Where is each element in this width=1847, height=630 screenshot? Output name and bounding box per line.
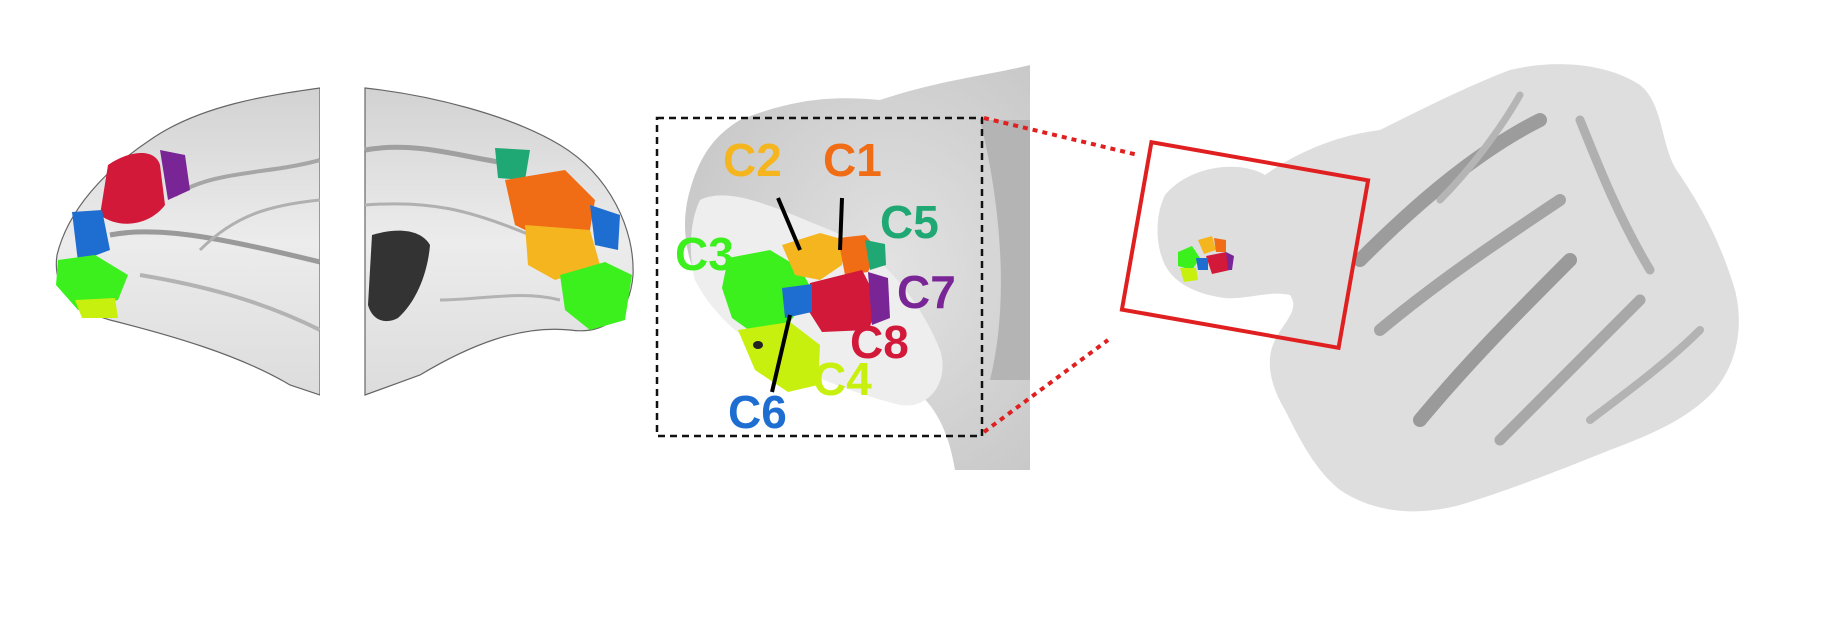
flat-map-callout-box — [1119, 139, 1371, 351]
connector-top — [983, 116, 1139, 157]
label-c8: C8 — [850, 316, 909, 368]
medial-c2-patch — [525, 225, 600, 280]
panel-gap — [320, 60, 362, 410]
flat-sulcus-6 — [1586, 326, 1704, 424]
label-c3: C3 — [675, 228, 734, 280]
medial-sulcus-2 — [364, 202, 531, 237]
flat-map — [1157, 64, 1739, 512]
medial-sulcus-3 — [439, 294, 561, 302]
zoom-c8-patch — [808, 270, 880, 332]
leader-c1 — [838, 197, 844, 251]
zoom-inset — [685, 65, 1030, 470]
left-hemisphere-lateral — [55, 87, 320, 396]
leader-c2 — [776, 197, 802, 251]
zoom-c6-patch — [782, 284, 812, 318]
flat-sulcus-7 — [1436, 91, 1524, 204]
label-c2: C2 — [723, 134, 782, 186]
flat-sulcus-3 — [1413, 253, 1577, 427]
flat-sulcus-5 — [1575, 115, 1655, 275]
medial-hemisphere-surface — [364, 87, 634, 396]
zoom-dark-dot — [753, 341, 763, 349]
medial-c1-patch — [505, 170, 595, 240]
inset-dashed-frame — [655, 116, 984, 438]
medial-c5-patch — [495, 148, 530, 180]
flat-c1-patch — [1214, 238, 1226, 252]
label-c7: C7 — [897, 266, 956, 318]
left-c6-patch — [72, 210, 110, 262]
medial-c6-patch — [590, 205, 620, 250]
flat-c2-patch — [1198, 236, 1216, 254]
leader-c6 — [770, 314, 792, 393]
left-sulcus-3 — [139, 273, 320, 332]
zoom-dark-region — [980, 120, 1030, 380]
zoom-c5-patch — [865, 240, 886, 270]
label-c6: C6 — [728, 386, 787, 438]
flat-c7-patch — [1226, 252, 1234, 270]
medial-hemisphere — [364, 87, 634, 396]
left-sulcus-4 — [198, 198, 320, 252]
label-c4: C4 — [813, 353, 872, 405]
left-c8-patch — [100, 152, 165, 224]
left-c4-patch — [75, 298, 118, 318]
left-sulcus-1 — [109, 229, 320, 265]
flat-c6-patch — [1196, 258, 1208, 270]
flat-c3-patch — [1178, 246, 1200, 270]
flat-c4-patch — [1180, 268, 1198, 282]
flat-sulcus-2 — [1374, 194, 1566, 336]
label-c1: C1 — [823, 134, 882, 186]
flat-map-surface — [1157, 64, 1739, 512]
flat-c8-patch — [1206, 252, 1230, 274]
flat-sulcus-4 — [1494, 294, 1646, 446]
zoom-c7-patch — [868, 272, 890, 325]
left-c7-patch — [160, 150, 190, 200]
corpus-callosum-hole — [368, 230, 430, 322]
flat-sulcus-1 — [1353, 113, 1547, 267]
medial-c3-patch — [560, 262, 632, 330]
left-c3-patch — [56, 255, 128, 310]
label-c5: C5 — [880, 196, 939, 248]
